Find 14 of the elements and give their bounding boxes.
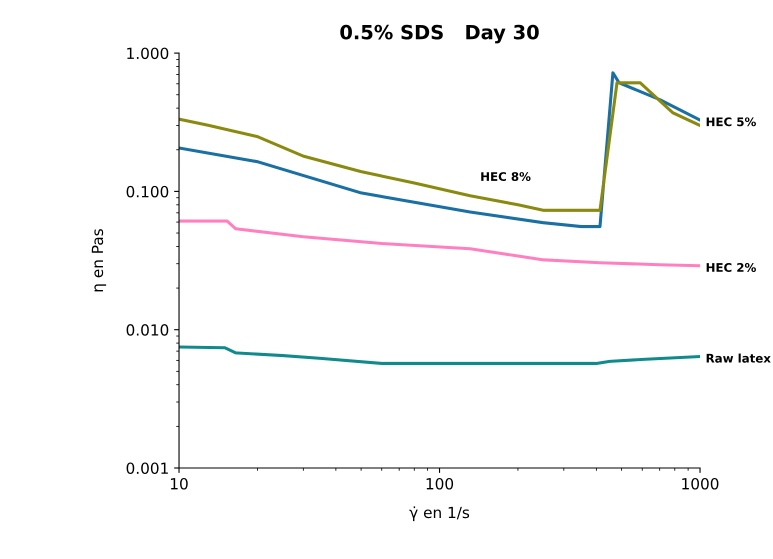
y-axis-title: η en Pas bbox=[92, 229, 106, 292]
series-label: HEC 5% bbox=[706, 117, 756, 126]
series-label: Raw latex bbox=[706, 354, 771, 363]
chart-title: 0.5% SDS Day 30 bbox=[340, 24, 539, 44]
series-label: HEC 2% bbox=[706, 263, 756, 272]
y-tick-label: 0.001 bbox=[126, 462, 168, 474]
x-tick-label: 1000 bbox=[682, 478, 718, 490]
y-tick-label: 1.000 bbox=[127, 48, 168, 60]
y-tick-label: 0.100 bbox=[126, 186, 168, 198]
x-axis-title: γ̇ en 1/s bbox=[409, 506, 470, 522]
annotation: HEC 8% bbox=[481, 172, 531, 181]
x-tick-label: 10 bbox=[170, 478, 188, 490]
y-tick-label: 0.010 bbox=[126, 324, 168, 336]
x-tick-label: 100 bbox=[426, 478, 454, 490]
